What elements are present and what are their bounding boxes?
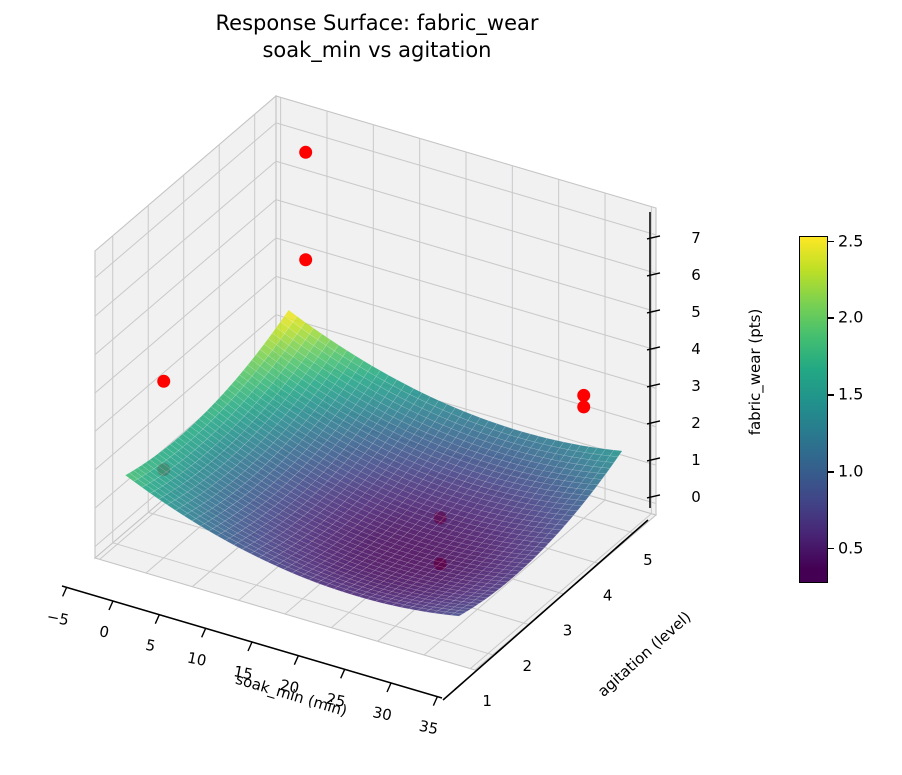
colorbar-tick-label: 1.5 bbox=[838, 384, 864, 404]
colorbar-tick-label: 1.0 bbox=[838, 461, 864, 481]
colorbar-tick-label: 2.5 bbox=[838, 231, 864, 251]
colorbar: 0.5 1.0 1.5 2.0 2.5 bbox=[799, 231, 863, 583]
colorbar-tick bbox=[827, 394, 834, 396]
colorbar-tick-label: 0.5 bbox=[838, 538, 864, 558]
colorbar-tick-label: 2.0 bbox=[838, 307, 864, 327]
colorbar-tick bbox=[827, 317, 834, 319]
colorbar-tick bbox=[827, 470, 834, 473]
colorbar-tick bbox=[827, 240, 834, 243]
colorbar-tick bbox=[827, 547, 834, 550]
